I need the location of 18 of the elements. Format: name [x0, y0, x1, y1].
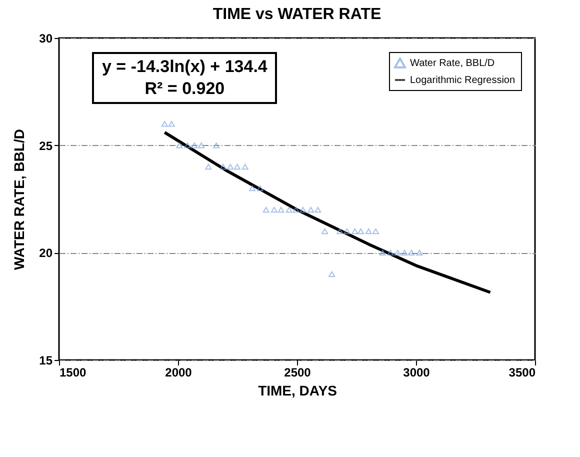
- y-axis-title: WATER RATE, BBL/D: [11, 128, 28, 270]
- x-axis-title: TIME, DAYS: [258, 382, 337, 398]
- equation-box: y = -14.3ln(x) + 134.4 R² = 0.920: [92, 52, 278, 104]
- x-tick-label: 3500: [508, 366, 536, 380]
- annotation: y = -14.3ln(x) + 134.4: [102, 56, 268, 78]
- y-tick-label: 25: [39, 138, 53, 153]
- annotation: R² = 0.920: [144, 78, 226, 100]
- y-tick-label: 15: [39, 354, 53, 368]
- x-tick-label: 2000: [165, 366, 192, 380]
- line-series: [163, 130, 492, 294]
- x-tick-label: 3000: [403, 366, 430, 380]
- x-tick-label: 1500: [60, 366, 87, 380]
- legend-label: Logarithmic Regression: [410, 75, 516, 86]
- chart-title: TIME vs WATER RATE: [212, 6, 382, 23]
- y-tick-label: 30: [39, 32, 53, 46]
- legend-label: Water Rate, BBL/D: [410, 58, 495, 69]
- y-tick-label: 20: [39, 246, 53, 260]
- x-tick-label: 2500: [284, 366, 312, 380]
